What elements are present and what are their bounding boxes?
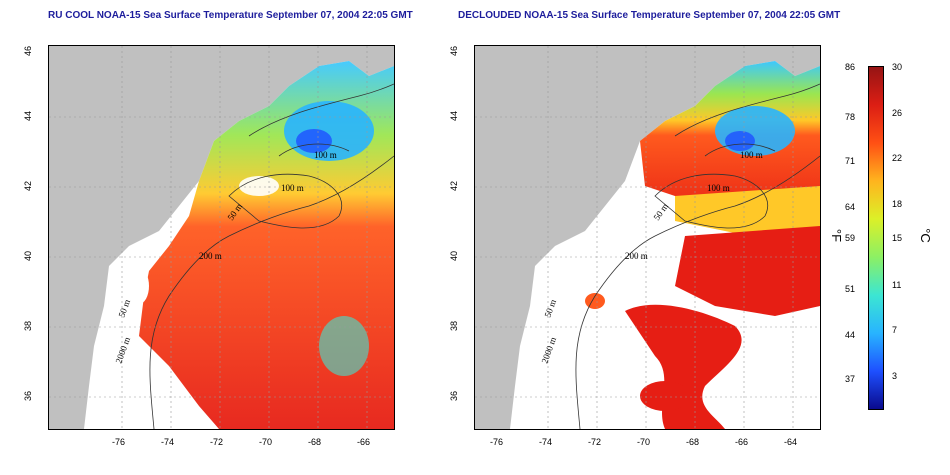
c-tick: 15 (892, 233, 903, 243)
contour-label: 200 m (199, 251, 222, 261)
left-map-canvas: 100 m 100 m 50 m 200 m 50 m 2000 m (49, 46, 394, 429)
temperature-colorbar (868, 66, 884, 410)
x-tick: -74 (161, 437, 175, 447)
y-tick: 38 (23, 321, 33, 332)
contour-label: 100 m (281, 183, 304, 193)
y-tick: 46 (449, 46, 459, 57)
x-tick: -74 (539, 437, 553, 447)
f-tick: 44 (845, 330, 856, 340)
contour-label: 200 m (625, 251, 648, 261)
f-tick: 51 (845, 284, 856, 294)
y-tick: 42 (23, 181, 33, 192)
right-sst-map[interactable]: 100 m 100 m 50 m 200 m 50 m 2000 m (474, 45, 821, 430)
contour-label: 50 m (651, 201, 670, 222)
c-tick: 18 (892, 199, 903, 209)
f-tick: 78 (845, 112, 856, 122)
f-tick: 37 (845, 374, 856, 384)
y-tick: 44 (23, 111, 33, 122)
c-tick: 26 (892, 108, 903, 118)
x-tick: -66 (357, 437, 371, 447)
c-tick: 3 (892, 371, 898, 381)
celsius-unit: °C (917, 228, 933, 243)
isobath-contour (149, 155, 394, 429)
fahrenheit-unit: °F (829, 228, 845, 243)
y-tick: 36 (449, 391, 459, 402)
c-tick: 22 (892, 153, 903, 163)
left-sst-map[interactable]: 100 m 100 m 50 m 200 m 50 m 2000 m (48, 45, 395, 430)
contour-label: 50 m (116, 298, 132, 319)
y-tick: 46 (23, 46, 33, 57)
cloud-patch (239, 176, 279, 196)
right-panel-title: DECLOUDED NOAA-15 Sea Surface Temperatur… (458, 10, 841, 21)
x-tick: -64 (784, 437, 798, 447)
x-tick: -68 (308, 437, 322, 447)
y-tick: 42 (449, 181, 459, 192)
left-panel-title: RU COOL NOAA-15 Sea Surface Temperature … (48, 10, 413, 21)
land-mass (49, 46, 394, 429)
y-tick: 44 (449, 111, 459, 122)
f-tick: 86 (845, 62, 856, 72)
c-tick: 11 (892, 280, 902, 290)
x-tick: -66 (735, 437, 749, 447)
contour-label: 100 m (314, 150, 337, 160)
x-tick: -72 (588, 437, 602, 447)
f-tick: 59 (845, 233, 856, 243)
x-tick: -76 (490, 437, 504, 447)
x-tick: -70 (259, 437, 273, 447)
c-tick: 7 (892, 325, 898, 335)
x-tick: -72 (210, 437, 224, 447)
f-tick: 71 (845, 156, 856, 166)
x-tick: -76 (112, 437, 126, 447)
f-tick: 64 (845, 202, 856, 212)
contour-label: 100 m (707, 183, 730, 193)
y-tick: 36 (23, 391, 33, 402)
land-mass (475, 46, 820, 429)
contour-label: 2000 m (539, 336, 558, 365)
x-tick: -70 (637, 437, 651, 447)
x-tick: -68 (686, 437, 700, 447)
y-tick: 38 (449, 321, 459, 332)
right-map-canvas: 100 m 100 m 50 m 200 m 50 m 2000 m (475, 46, 820, 429)
contour-label: 50 m (542, 298, 558, 319)
contour-label: 100 m (740, 150, 763, 160)
cold-core (296, 129, 332, 153)
y-tick: 40 (449, 251, 459, 262)
c-tick: 30 (892, 62, 903, 72)
y-tick: 40 (23, 251, 33, 262)
